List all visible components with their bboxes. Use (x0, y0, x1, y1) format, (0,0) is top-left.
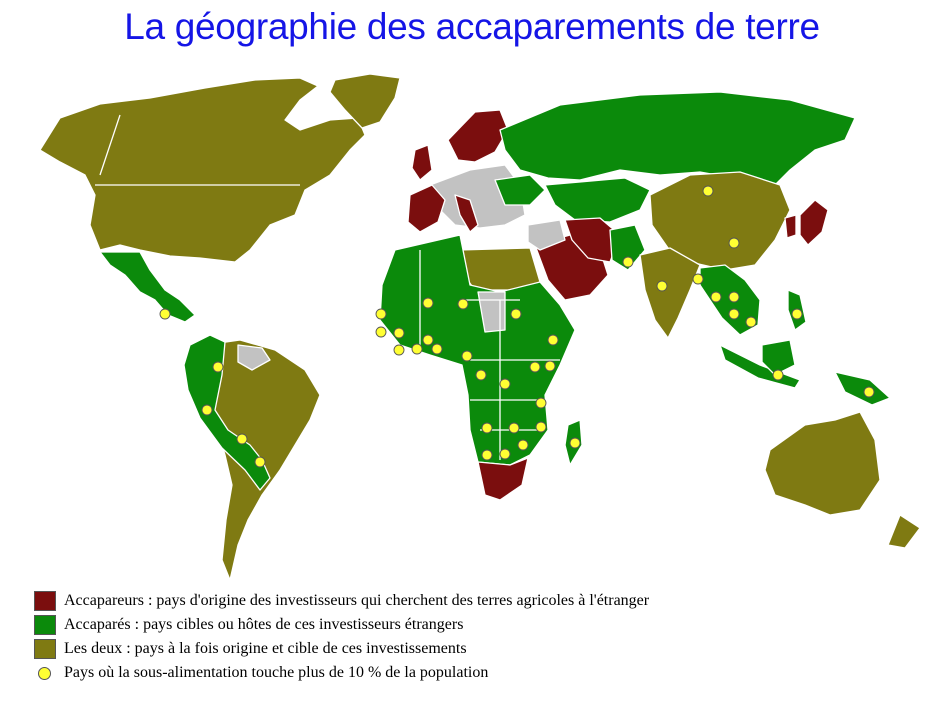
region-iran (564, 217, 621, 263)
region-uk (411, 144, 433, 181)
hunger-dot (461, 350, 473, 362)
legend-label: Accapareurs : pays d'origine des investi… (64, 592, 650, 609)
region-levant (527, 219, 566, 251)
region-guianas (237, 344, 271, 371)
hunger-dot (791, 308, 803, 320)
hunger-dot (728, 308, 740, 320)
map-title: La géographie des accaparements de terre (124, 6, 820, 47)
hunger-dot (375, 308, 387, 320)
region-new-zealand (887, 514, 921, 549)
hunger-dot (481, 449, 493, 461)
hunger-dot (422, 297, 434, 309)
region-sahel-neutral (477, 291, 506, 333)
region-borneo (761, 339, 796, 376)
region-japan (799, 199, 829, 246)
hunger-dot (411, 343, 423, 355)
hunger-dot (728, 291, 740, 303)
legend-item-target: Accaparés : pays cibles ou hôtes de ces … (34, 614, 914, 636)
hunger-dots (159, 185, 875, 468)
region-pakistan (609, 224, 646, 271)
hunger-dot (159, 308, 171, 320)
hunger-dot (508, 422, 520, 434)
region-africa-north (459, 247, 541, 291)
region-new-guinea (834, 371, 891, 406)
hunger-dot (375, 326, 387, 338)
region-ukraine (494, 174, 546, 206)
hunger-dot (510, 308, 522, 320)
hunger-dot (529, 361, 541, 373)
hunger-dot (481, 422, 493, 434)
hunger-dot (656, 280, 668, 292)
hunger-dot (547, 334, 559, 346)
region-china (649, 171, 791, 271)
region-india (639, 247, 701, 339)
legend-label: Pays où la sous-alimentation touche plus… (64, 664, 489, 681)
legend-dot-hunger (38, 666, 51, 680)
hunger-dot (201, 404, 213, 416)
region-italy (454, 194, 479, 233)
hunger-dot (745, 316, 757, 328)
hunger-dot (863, 386, 875, 398)
hunger-dot (236, 433, 248, 445)
legend-swatch-grabber (34, 591, 56, 611)
legend-swatch-both (34, 639, 56, 659)
hunger-dot (422, 334, 434, 346)
region-korea (784, 214, 797, 239)
region-mexico-central-america (99, 251, 196, 323)
hunger-dot (393, 344, 405, 356)
legend-item-grabber: Accapareurs : pays d'origine des investi… (34, 590, 914, 612)
legend-swatch-target (34, 615, 56, 635)
region-central-asia (544, 177, 651, 223)
hunger-dot (692, 273, 704, 285)
region-australia (764, 411, 881, 516)
hunger-dot (499, 448, 511, 460)
hunger-dot (517, 439, 529, 451)
hunger-dot (569, 437, 581, 449)
region-africa-target (379, 234, 576, 466)
hunger-dot (622, 256, 634, 268)
legend-label: Les deux : pays à la fois origine et cib… (64, 640, 467, 657)
region-south-america-target (183, 334, 271, 491)
region-western-europe (407, 184, 446, 233)
legend-item-both: Les deux : pays à la fois origine et cib… (34, 638, 914, 660)
map-legend: Accapareurs : pays d'origine des investi… (34, 590, 914, 686)
region-russia (499, 91, 856, 186)
hunger-dot (535, 397, 547, 409)
region-greenland (329, 73, 401, 129)
legend-item-hunger: Pays où la sous-alimentation touche plus… (34, 662, 914, 684)
hunger-dot (457, 298, 469, 310)
region-south-africa (477, 457, 529, 501)
hunger-dot (535, 421, 547, 433)
hunger-dot (499, 378, 511, 390)
world-map (39, 73, 921, 581)
hunger-dot (728, 237, 740, 249)
hunger-dot (431, 343, 443, 355)
region-north-america (39, 77, 366, 263)
hunger-dot (702, 185, 714, 197)
hunger-dot (710, 291, 722, 303)
hunger-dot (772, 369, 784, 381)
hunger-dot (393, 327, 405, 339)
hunger-dot (475, 369, 487, 381)
region-scandinavia (447, 109, 509, 163)
hunger-dot (212, 361, 224, 373)
hunger-dot (254, 456, 266, 468)
hunger-dot (544, 360, 556, 372)
legend-label: Accaparés : pays cibles ou hôtes de ces … (64, 616, 464, 633)
